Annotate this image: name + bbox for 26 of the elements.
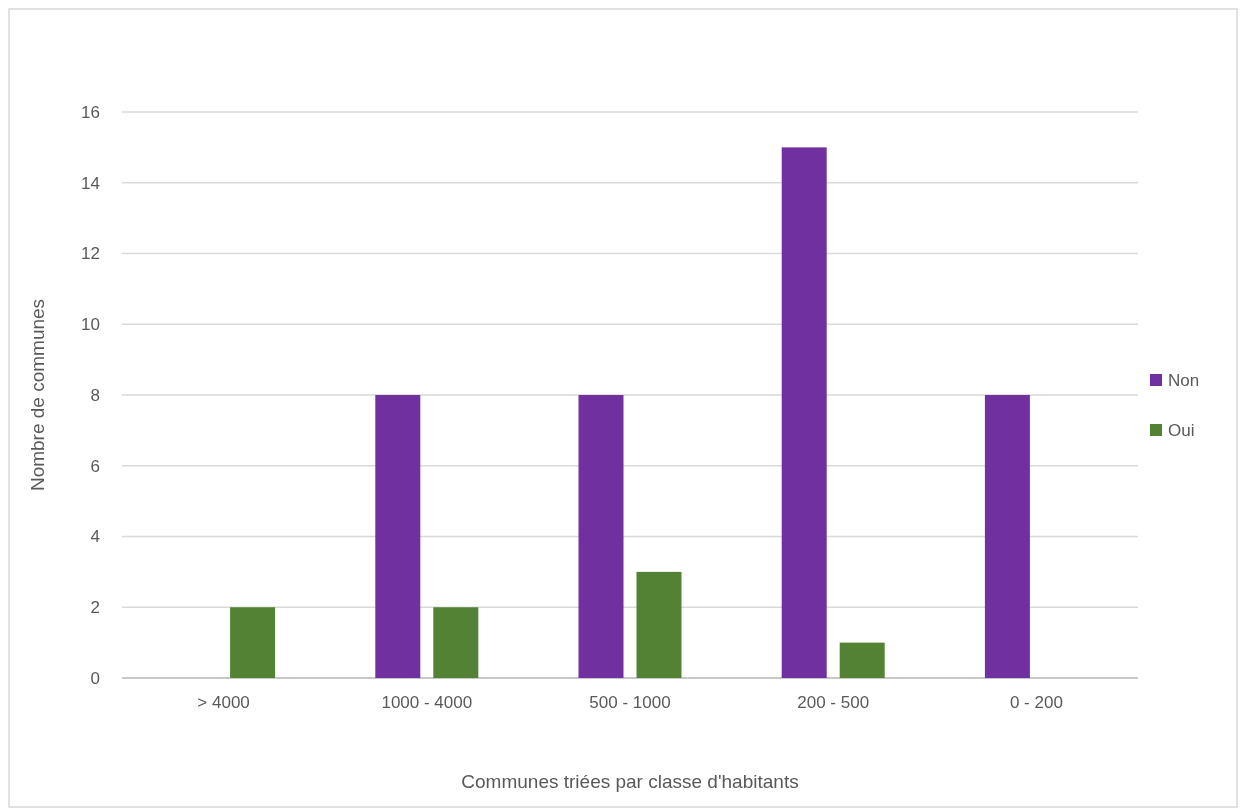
y-tick-label: 12 [81,244,100,264]
legend-label: Non [1168,370,1200,390]
bar [839,642,885,678]
bar [781,147,827,678]
y-tick-label: 0 [90,668,100,688]
bar [375,395,421,678]
x-tick-label: 500 - 1000 [589,693,671,712]
y-tick-label: 16 [81,102,100,122]
x-axis-title: Communes triées par classe d'habitants [461,771,799,792]
y-tick-label: 10 [81,315,100,335]
y-tick-label: 14 [81,173,100,193]
y-axis-title: Nombre de communes [27,298,48,492]
x-tick-label: > 4000 [197,693,250,712]
legend-label: Oui [1168,420,1195,440]
y-tick-label: 2 [90,598,100,618]
y-tick-label: 6 [90,456,100,476]
bar [984,395,1030,678]
bar [230,607,276,678]
x-tick-label: 200 - 500 [797,693,870,712]
bar [636,571,682,678]
y-tick-label: 4 [90,527,100,547]
bar [433,607,479,678]
bar [578,395,624,678]
y-tick-label: 8 [90,385,100,405]
x-tick-label: 1000 - 4000 [381,693,473,712]
x-tick-label: 0 - 200 [1009,693,1063,712]
